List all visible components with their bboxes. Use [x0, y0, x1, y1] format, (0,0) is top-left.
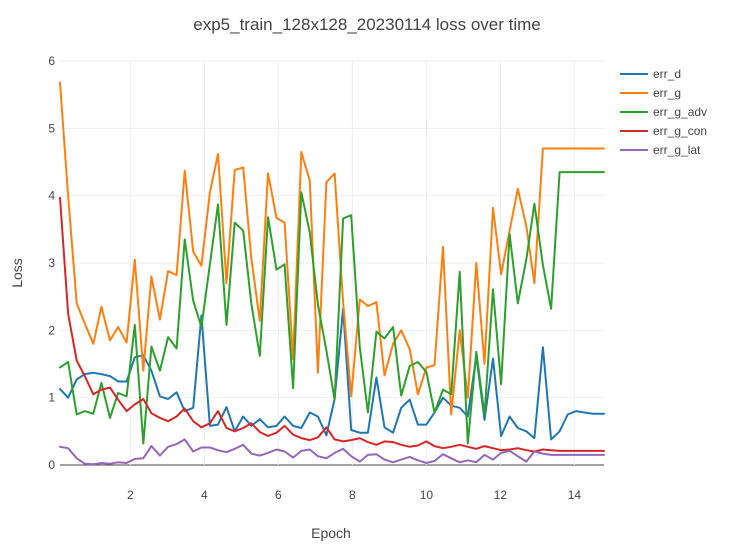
y-axis-title: Loss [9, 258, 25, 288]
x-tick-label: 4 [201, 488, 208, 502]
legend-item-err-d[interactable]: err_d [620, 67, 681, 81]
y-tick-label: 4 [48, 189, 55, 203]
y-tick-label: 1 [48, 391, 55, 405]
series-line-err-g-lat [59, 438, 605, 466]
legend-item-err-g-con[interactable]: err_g_con [620, 124, 707, 138]
series-line-err-g [59, 81, 605, 416]
series-line-err-g-con [59, 196, 605, 453]
chart-title: exp5_train_128x128_20230114 loss over ti… [193, 15, 541, 34]
y-tick-label: 6 [48, 54, 55, 68]
legend-item-err-g-lat[interactable]: err_g_lat [620, 143, 701, 157]
y-tick-label: 0 [48, 458, 55, 472]
x-axis-title: Epoch [311, 525, 351, 541]
legend-label: err_d [653, 67, 681, 81]
x-tick-label: 6 [275, 488, 282, 502]
y-axis-ticks: 0 1 2 3 4 5 6 [48, 54, 55, 472]
y-tick-label: 5 [48, 121, 55, 135]
legend-item-err-g-adv[interactable]: err_g_adv [620, 105, 707, 119]
series-line-err-g-adv [59, 171, 605, 445]
series-lines [59, 81, 605, 466]
legend-label: err_g_adv [653, 105, 707, 119]
x-tick-label: 2 [127, 488, 134, 502]
legend-label: err_g_con [653, 124, 707, 138]
x-axis-ticks: 2 4 6 8 10 12 14 [127, 488, 581, 502]
legend-label: err_g [653, 86, 681, 100]
x-tick-label: 14 [568, 488, 582, 502]
x-tick-label: 10 [420, 488, 434, 502]
y-tick-label: 2 [48, 323, 55, 337]
legend[interactable]: err_d err_g err_g_adv err_g_con err_g_lat [620, 67, 707, 157]
legend-item-err-g[interactable]: err_g [620, 86, 681, 100]
legend-label: err_g_lat [653, 143, 701, 157]
grid [60, 60, 604, 466]
x-tick-label: 8 [349, 488, 356, 502]
x-tick-label: 12 [494, 488, 508, 502]
y-tick-label: 3 [48, 256, 55, 270]
